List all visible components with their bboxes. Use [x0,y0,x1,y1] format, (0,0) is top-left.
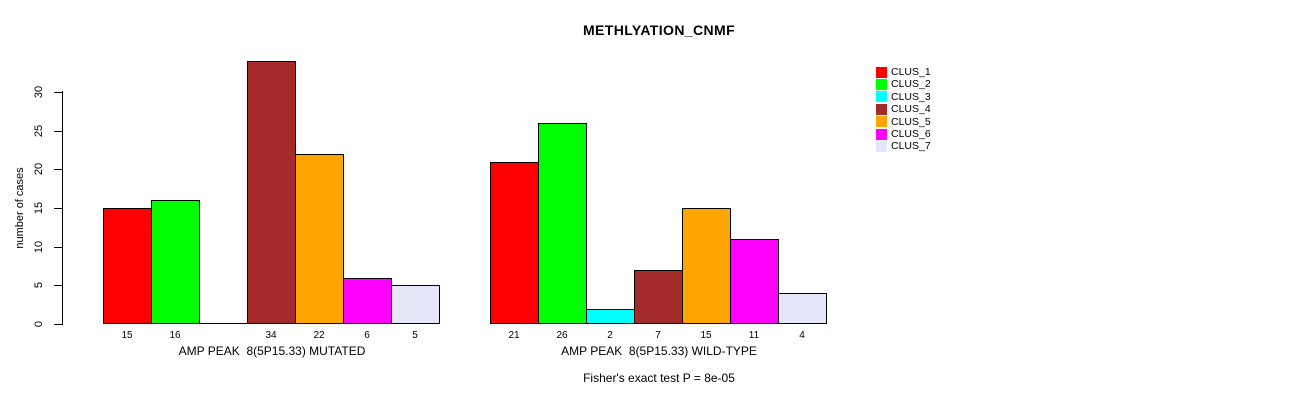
legend-label-clus_1: CLUS_1 [891,66,931,78]
bar-value-clus_4-group2: 7 [655,330,661,341]
y-tick-label-30: 30 [33,85,45,99]
legend-swatch-clus_3 [876,91,887,103]
legend-swatch-clus_7 [876,140,887,152]
y-tick-15 [54,208,62,209]
y-tick-label-5: 5 [33,281,45,289]
chart-title: METHLYATION_CNMF [582,22,736,38]
bar-value-clus_1-group1: 15 [121,330,133,341]
legend-swatch-clus_1 [876,66,887,78]
bar-clus_6-group1 [343,278,392,324]
bar-value-clus_7-group1: 5 [412,330,418,341]
legend-label-clus_3: CLUS_3 [891,90,931,103]
bar-clus_7-group2 [778,293,827,324]
group-label-wild-type: AMP PEAK 8(5P15.33) WILD-TYPE [561,344,757,358]
y-tick-10 [54,247,62,248]
bar-value-clus_5-group2: 15 [700,330,712,341]
bar-value-clus_4-group1: 34 [265,330,277,341]
bar-clus_5-group1 [295,154,344,324]
y-tick-label-0: 0 [33,320,45,328]
y-tick-5 [54,285,62,286]
legend-label-clus_4: CLUS_4 [891,103,931,116]
footnote-fishers-test: Fisher's exact test P = 8e-05 [583,371,735,385]
legend-swatch-clus_2 [876,78,887,90]
bar-clus_2-group1 [151,200,200,324]
bar-value-clus_6-group2: 11 [748,330,760,341]
bar-value-clus_2-group1: 16 [169,330,181,341]
bar-clus_3-group2 [586,309,635,324]
y-tick-label-20: 20 [33,162,45,176]
y-tick-0 [54,324,62,325]
y-tick-label-25: 25 [33,124,45,138]
bar-value-clus_1-group2: 21 [508,330,520,341]
legend-swatch-clus_5 [876,116,887,128]
y-tick-label-15: 15 [33,201,45,215]
group-label-mutated: AMP PEAK 8(5P15.33) MUTATED [178,344,366,358]
y-axis-line [62,91,63,325]
y-tick-30 [54,92,62,93]
y-tick-20 [54,169,62,170]
legend-label-clus_6: CLUS_6 [891,128,931,140]
bar-clus_3-group1 [199,323,248,324]
legend-label-clus_5: CLUS_5 [891,115,931,128]
bar-clus_4-group2 [634,270,683,324]
bar-clus_7-group1 [391,285,440,324]
legend-swatch-clus_6 [876,128,887,140]
bar-clus_4-group1 [247,61,296,324]
bar-clus_1-group2 [490,162,539,324]
bar-value-clus_5-group1: 22 [313,330,325,341]
bar-clus_6-group2 [730,239,779,324]
bar-value-clus_2-group2: 26 [556,330,568,341]
legend-label-clus_2: CLUS_2 [891,78,931,91]
bar-value-clus_7-group2: 4 [799,330,805,341]
y-tick-label-10: 10 [33,240,45,254]
y-axis-label: number of cases [14,167,26,249]
bar-clus_5-group2 [682,208,731,324]
bar-value-clus_6-group1: 6 [364,330,370,341]
bar-clus_1-group1 [103,208,152,324]
y-tick-25 [54,131,62,132]
legend-swatch-clus_4 [876,103,887,115]
legend-label-clus_7: CLUS_7 [891,140,931,153]
bar-clus_2-group2 [538,123,587,324]
bar-value-clus_3-group2: 2 [607,330,613,341]
